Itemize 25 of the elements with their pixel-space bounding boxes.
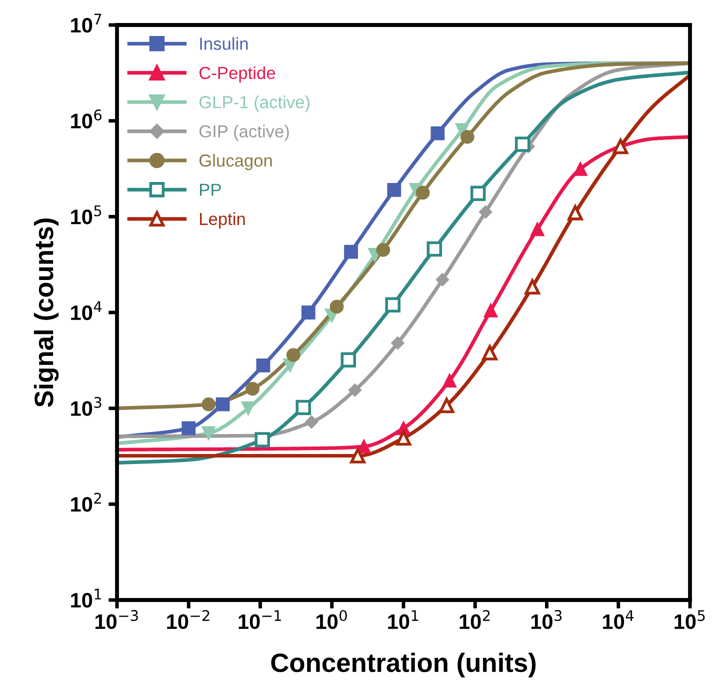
legend-label: GIP (active) bbox=[199, 124, 289, 141]
x-tick-label: 10$^{1}$ bbox=[388, 610, 418, 630]
x-axis-title: Concentration (units) bbox=[271, 652, 536, 678]
legend-label: Glucagon bbox=[199, 154, 272, 170]
x-tick-label: 10$^{0}$ bbox=[316, 610, 347, 630]
x-tick-label: 10$^{5}$ bbox=[674, 610, 705, 630]
y-tick-label: 10$^{4}$ bbox=[71, 301, 102, 320]
legend-label: C-Peptide bbox=[199, 66, 276, 83]
x-tick-label: 10$^{4}$ bbox=[603, 610, 634, 630]
y-tick-label: 10$^{5}$ bbox=[71, 205, 102, 224]
y-axis-title: Signal (counts) bbox=[34, 218, 59, 408]
x-tick-label: 10$^{2}$ bbox=[460, 610, 490, 630]
x-tick-label: 10$^{−2}$ bbox=[167, 610, 210, 630]
x-tick-label: 10$^{3}$ bbox=[531, 610, 562, 630]
y-tick-label: 10$^{6}$ bbox=[71, 109, 102, 128]
y-tick-label: 10$^{2}$ bbox=[71, 492, 101, 512]
x-tick-label: 10$^{−3}$ bbox=[96, 610, 138, 630]
legend-label: GLP-1 (active) bbox=[199, 96, 310, 112]
legend-label: PP bbox=[200, 184, 221, 196]
y-tick-label: 10$^{3}$ bbox=[71, 396, 102, 416]
x-tick-label: 10$^{−1}$ bbox=[238, 610, 281, 630]
legend-label: Leptin bbox=[200, 212, 245, 229]
y-tick-label: 10$^{7}$ bbox=[71, 14, 102, 33]
y-tick-label: 10$^{1}$ bbox=[71, 588, 102, 608]
legend-label: Insulin bbox=[200, 37, 248, 50]
